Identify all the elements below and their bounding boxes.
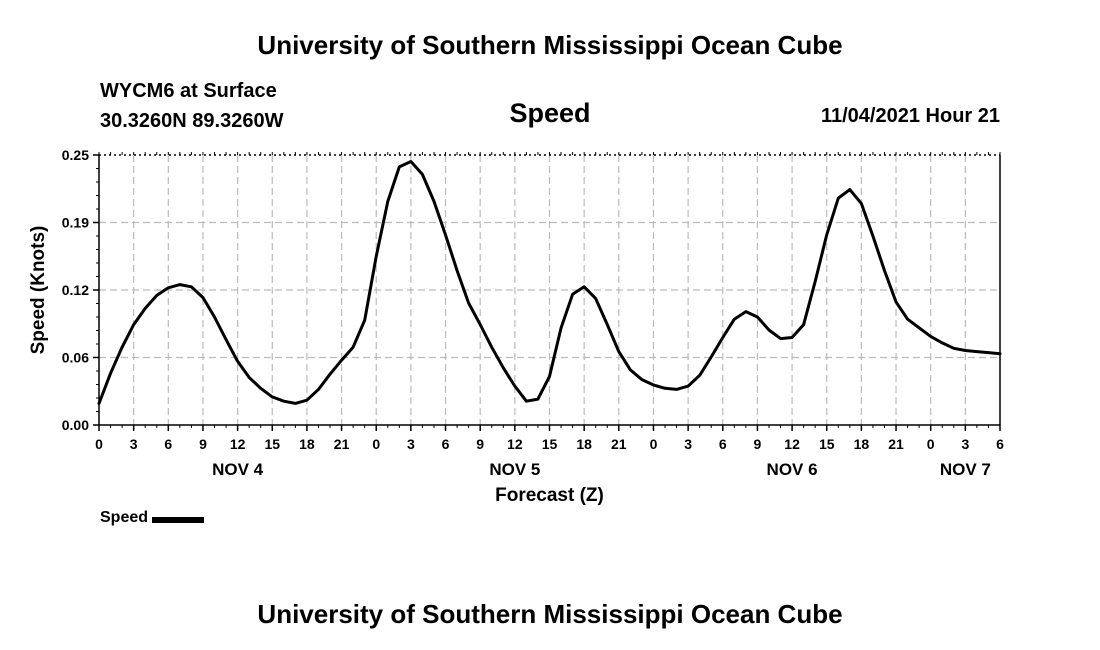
x-tick-label: 12 [507,436,523,452]
y-tick-label: 0.19 [62,215,89,231]
day-label: NOV 4 [212,460,264,479]
x-tick-label: 3 [130,436,138,452]
legend-line-swatch [152,516,205,523]
x-tick-label: 3 [961,436,969,452]
x-tick-label: 15 [264,436,280,452]
x-tick-label: 9 [476,436,484,452]
x-tick-label: 15 [819,436,835,452]
day-label: NOV 7 [940,460,991,479]
x-tick-label: 21 [611,436,627,452]
legend-label: Speed [100,509,149,526]
x-tick-label: 6 [719,436,727,452]
footer-title: University of Southern Mississippi Ocean… [257,599,843,629]
x-tick-label: 9 [754,436,762,452]
x-tick-label: 0 [650,436,658,452]
forecast-datetime: 11/04/2021 Hour 21 [820,105,1000,127]
y-axis-label: Speed (Knots) [28,226,49,355]
x-tick-label: 12 [230,436,246,452]
x-tick-label: 18 [854,436,870,452]
x-tick-label: 18 [299,436,315,452]
x-tick-label: 3 [684,436,692,452]
day-label: NOV 6 [767,460,818,479]
station-name: WYCM6 at Surface [100,80,277,102]
x-tick-label: 0 [927,436,935,452]
legend: Speed [100,509,205,527]
x-tick-label: 9 [199,436,207,452]
y-tick-label: 0.06 [62,350,89,366]
x-tick-label: 18 [576,436,592,452]
station-info: WYCM6 at Surface 30.3260N 89.3260W [100,76,283,136]
station-coords: 30.3260N 89.3260W [100,110,284,132]
y-tick-label: 0.12 [62,282,89,298]
page-title: University of Southern Mississippi Ocean… [257,30,843,60]
x-tick-label: 6 [996,436,1004,452]
x-tick-label: 0 [372,436,380,452]
x-tick-label: 3 [407,436,415,452]
series-line-speed [97,160,1002,405]
x-tick-label: 15 [542,436,558,452]
y-tick-label: 0.00 [62,417,89,433]
x-tick-label: 21 [888,436,904,452]
x-tick-label: 0 [95,436,103,452]
x-axis-label: Forecast (Z) [495,485,604,506]
y-tick-label: 0.25 [62,147,89,163]
x-tick-label: 12 [784,436,800,452]
chart-subtitle: Speed [509,98,591,128]
x-tick-label: 6 [164,436,172,452]
day-label: NOV 5 [489,460,540,479]
x-tick-label: 21 [334,436,350,452]
x-tick-label: 6 [442,436,450,452]
